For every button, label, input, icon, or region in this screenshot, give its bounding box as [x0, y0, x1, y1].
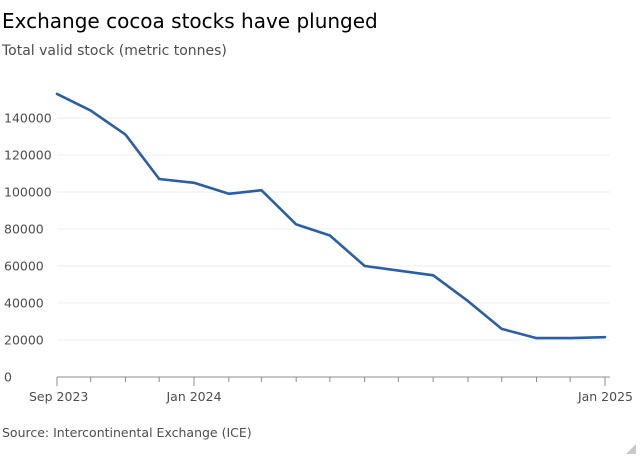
chart-subtitle: Total valid stock (metric tonnes) — [2, 43, 227, 59]
y-tick-label: 80000 — [4, 222, 44, 237]
gridlines — [57, 117, 610, 341]
x-tick-label: Jan 2024 — [165, 389, 221, 404]
series-layer — [55, 92, 607, 340]
y-axis-tick-labels: 0 20000 40000 60000 80000 100000 120000 140000 — [4, 111, 52, 385]
corner-fold-mark — [626, 444, 636, 454]
y-tick-label: 20000 — [4, 333, 44, 348]
y-tick-label: 60000 — [4, 259, 44, 274]
y-tick-label: 140000 — [4, 111, 52, 126]
x-axis-tick-labels: Sep 2023 Jan 2024 Jan 2025 — [29, 389, 633, 404]
x-tick-label: Sep 2023 — [29, 389, 88, 404]
chart-title: Exchange cocoa stocks have plunged — [2, 9, 378, 33]
y-tick-label: 100000 — [4, 185, 52, 200]
y-tick-label: 0 — [4, 370, 12, 385]
series-line — [55, 92, 607, 340]
x-axis — [56, 376, 610, 386]
y-tick-label: 40000 — [4, 296, 44, 311]
x-tick-label: Jan 2025 — [577, 389, 633, 404]
y-tick-label: 120000 — [4, 148, 52, 163]
source-note: Source: Intercontinental Exchange (ICE) — [2, 425, 252, 440]
